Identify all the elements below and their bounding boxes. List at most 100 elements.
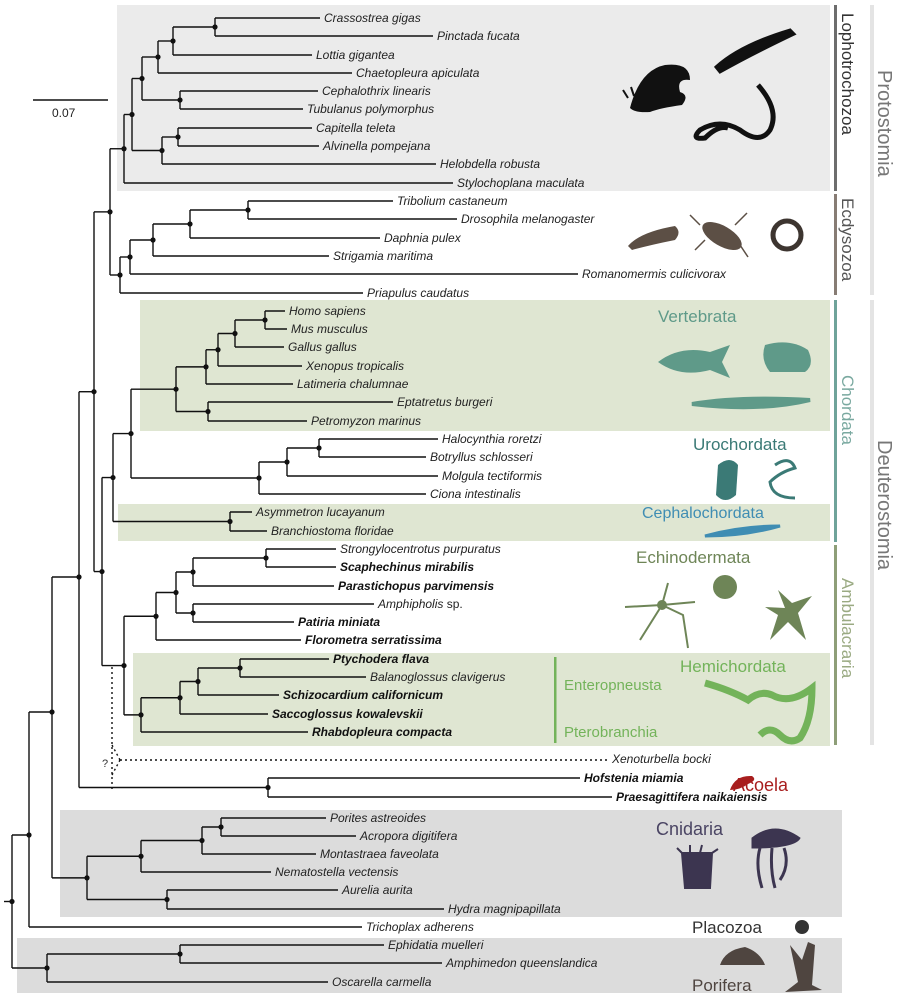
snail-silhouette-icon — [622, 64, 690, 113]
taxon-name: Porites astreoides — [330, 811, 426, 825]
taxon-name: Halocynthia roretzi — [442, 432, 542, 446]
sponge-silhouette-icon — [720, 947, 765, 965]
taxon-name: Lottia gigantea — [316, 48, 395, 62]
taxon-label: Mus musculus — [291, 322, 368, 336]
taxon-name: Eptatretus burgeri — [397, 395, 493, 409]
taxon-name: Alvinella pompejana — [322, 139, 431, 153]
clade-label-pterobranchia: Pterobranchia — [564, 724, 658, 741]
taxon-name: Saccoglossus kowalevskii — [272, 707, 423, 721]
taxon-label: Montastraea faveolata — [320, 847, 439, 861]
taxon-label: Amphipholis sp. — [377, 597, 463, 611]
taxon-label: Nematostella vectensis — [275, 865, 398, 879]
taxon-label: Schizocardium californicum — [283, 688, 443, 702]
taxon-label: Petromyzon marinus — [311, 414, 421, 428]
clade-label-urochordata: Urochordata — [693, 435, 787, 454]
taxon-label: Parastichopus parvimensis — [338, 579, 494, 593]
taxon-name: Stylochoplana maculata — [457, 176, 585, 190]
taxon-label: Ciona intestinalis — [430, 487, 521, 501]
clade-label-deuterostomia: Deuterostomia — [873, 440, 895, 571]
taxon-name: Patiria miniata — [298, 615, 380, 629]
taxon-label: Halocynthia roretzi — [442, 432, 542, 446]
taxon-label: Ephidatia muelleri — [388, 938, 484, 952]
taxon-label: Lottia gigantea — [316, 48, 395, 62]
taxon-name: Petromyzon marinus — [311, 414, 421, 428]
frog-silhouette-icon — [763, 342, 811, 372]
placozoa-silhouette-icon — [795, 920, 809, 934]
fly-silhouette-icon — [689, 212, 749, 258]
taxon-label: Strigamia maritima — [333, 249, 433, 263]
taxon-name: Ptychodera flava — [333, 652, 429, 666]
taxon-name: Cephalothrix linearis — [322, 84, 431, 98]
taxon-name: Molgula tectiformis — [442, 469, 542, 483]
taxon-label: Capitella teleta — [316, 121, 396, 135]
ecdysozoa-bar — [834, 194, 837, 295]
taxon-name: Ciona intestinalis — [430, 487, 521, 501]
porifera-shade — [17, 938, 842, 993]
taxon-name: Priapulus caudatus — [367, 286, 469, 300]
taxon-name: Balanoglossus clavigerus — [370, 670, 505, 684]
taxon-name: Acropora digitifera — [359, 829, 458, 843]
taxon-name: Daphnia pulex — [384, 231, 462, 245]
taxon-label: Molgula tectiformis — [442, 469, 542, 483]
taxon-label: Helobdella robusta — [440, 157, 540, 171]
sea-star-silhouette-icon — [765, 590, 812, 640]
brittle-star-silhouette-icon — [624, 582, 696, 649]
taxon-label: Daphnia pulex — [384, 231, 462, 245]
uncertain-placement-mark: ? — [102, 758, 108, 770]
taxon-label: Aurelia aurita — [341, 883, 413, 897]
chordata-bar — [834, 300, 837, 542]
taxon-name: Amphimedon queenslandica — [445, 956, 598, 970]
priapulid-silhouette-icon — [628, 226, 679, 250]
taxon-label: Hydra magnipapillata — [448, 902, 561, 916]
taxon-name: Drosophila melanogaster — [461, 212, 595, 226]
taxon-name: Branchiostoma floridae — [271, 524, 394, 538]
taxon-name: Amphipholis — [377, 597, 443, 611]
taxon-name: Xenoturbella bocki — [611, 752, 711, 766]
taxon-label: Oscarella carmella — [332, 975, 432, 989]
taxon-name: Tubulanus polymorphus — [307, 102, 434, 116]
ambulacraria-bar — [834, 545, 837, 745]
taxon-name: Strigamia maritima — [333, 249, 433, 263]
taxon-name: Oscarella carmella — [332, 975, 432, 989]
acorn-worm-silhouette-icon — [704, 679, 816, 745]
taxon-name: Hofstenia miamia — [584, 771, 684, 785]
clade-label-hemichordata: Hemichordata — [680, 657, 786, 676]
clade-label-placozoa: Placozoa — [692, 918, 762, 937]
taxon-name: Pinctada fucata — [437, 29, 520, 43]
taxon-label: Alvinella pompejana — [322, 139, 431, 153]
larvacean-silhouette-icon — [768, 459, 798, 500]
taxon-name: Strongylocentrotus purpuratus — [340, 542, 501, 556]
taxon-label: Chaetopleura apiculata — [356, 66, 480, 80]
taxon-name: Chaetopleura apiculata — [356, 66, 480, 80]
taxon-label: Romanomermis culicivorax — [582, 267, 727, 281]
taxon-label: Pinctada fucata — [437, 29, 520, 43]
hemichordata-shade — [133, 653, 830, 746]
taxon-name: Hydra magnipapillata — [448, 902, 561, 916]
clade-label-ambulacraria: Ambulacraria — [838, 578, 857, 679]
taxon-label: Balanoglossus clavigerus — [370, 670, 505, 684]
amphioxus-silhouette-icon — [704, 524, 781, 538]
taxon-name: Parastichopus parvimensis — [338, 579, 494, 593]
taxon-label: Xenoturbella bocki — [611, 752, 711, 766]
taxon-name: Scaphechinus mirabilis — [340, 560, 474, 574]
taxon-name: Crassostrea gigas — [324, 11, 421, 25]
taxon-label: Saccoglossus kowalevskii — [272, 707, 423, 721]
taxon-name: Helobdella robusta — [440, 157, 540, 171]
cnidaria-shade — [60, 810, 842, 917]
protostomia-bar — [870, 5, 874, 295]
polychaete-silhouette-icon — [713, 28, 797, 74]
taxon-name: Xenopus tropicalis — [305, 359, 404, 373]
taxon-label: Amphimedon queenslandica — [445, 956, 598, 970]
taxon-name: Latimeria chalumnae — [297, 377, 409, 391]
taxon-name: Homo sapiens — [289, 304, 366, 318]
deuterostomia-bar — [870, 300, 874, 745]
jellyfish-silhouette-icon — [751, 828, 801, 889]
lophotrochozoa-bar — [834, 5, 837, 191]
taxon-name: Praesagittifera naikaiensis — [616, 790, 768, 804]
clade-label-protostomia: Protostomia — [873, 70, 895, 178]
taxon-name: Schizocardium californicum — [283, 688, 443, 702]
clade-label-lophotrochozoa: Lophotrochozoa — [838, 13, 857, 135]
taxon-name: Mus musculus — [291, 322, 368, 336]
taxon-label: Botryllus schlosseri — [430, 450, 533, 464]
